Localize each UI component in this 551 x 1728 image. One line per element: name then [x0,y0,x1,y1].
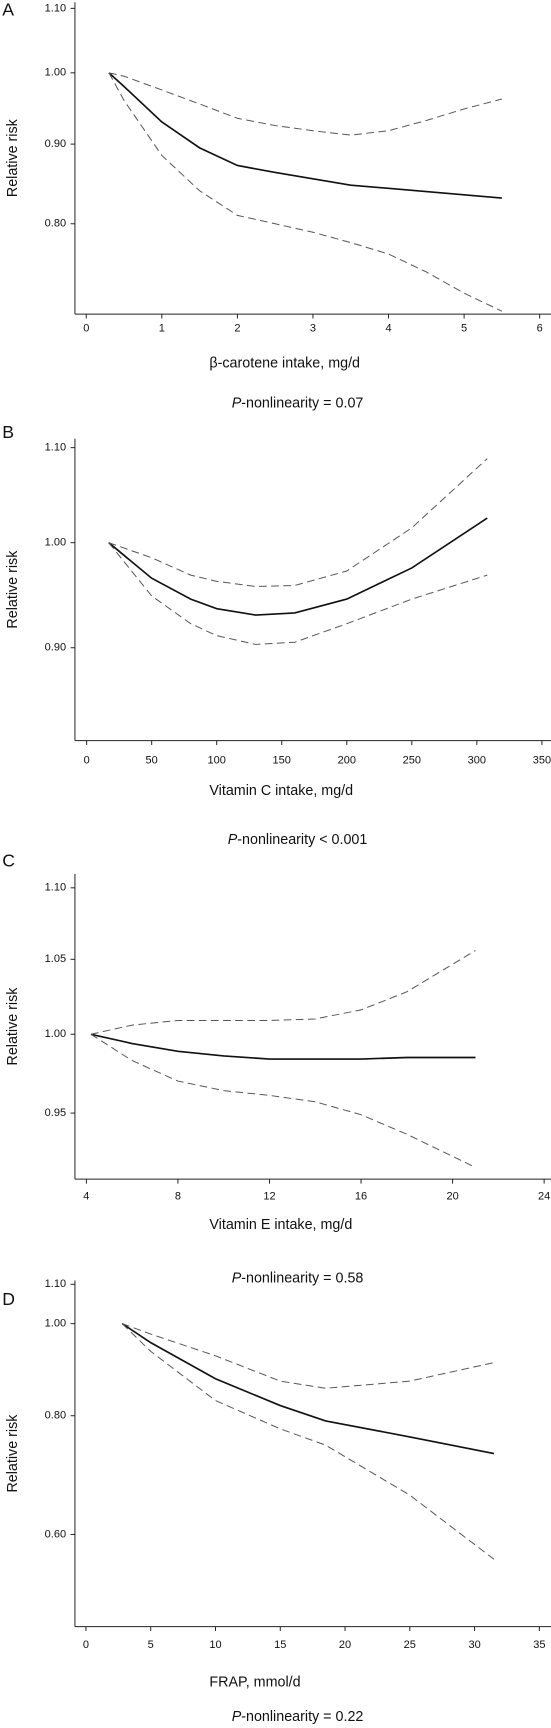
x-tick-label: 100 [208,754,226,766]
y-axis-label: Relative risk [5,550,21,629]
ci-line [108,72,503,136]
x-tick-label: 150 [273,754,291,766]
x-tick-label: 3 [310,322,316,334]
x-tick-label: 25 [404,1639,416,1651]
x-axis-label: Vitamin E intake, mg/d [209,1217,352,1233]
x-tick-label: 300 [468,754,486,766]
y-tick-label: 1.05 [45,953,66,965]
panel-label: A [2,0,14,20]
ci-line [121,1323,495,1560]
x-tick-label: 6 [537,322,543,334]
y-tick-label: 1.10 [45,882,66,894]
y-axis-label: Relative risk [5,1414,21,1493]
ci-line [90,950,476,1035]
x-tick-label: 250 [403,754,421,766]
y-tick-label: 0.80 [45,1410,66,1422]
x-tick-label: 20 [339,1639,351,1651]
x-tick-label: 16 [355,1191,367,1203]
ci-line [108,458,488,588]
x-tick-label: 2 [234,322,240,334]
x-tick-label: 4 [83,1191,89,1203]
note: P-nonlinearity = 0.22 [232,1709,364,1725]
ci-line [108,72,503,312]
note: P-nonlinearity = 0.58 [232,1270,364,1286]
y-tick-label: 1.00 [45,67,66,79]
panel-label: D [2,1289,15,1309]
x-tick-label: 8 [175,1191,181,1203]
note: P-nonlinearity = 0.07 [232,395,364,411]
x-tick-label: 0 [83,322,89,334]
note: P-nonlinearity < 0.001 [228,832,368,848]
x-tick-label: 30 [468,1639,480,1651]
y-tick-label: 0.95 [45,1107,66,1119]
y-axis-label: Relative risk [5,118,21,197]
ci-line [108,542,488,645]
x-tick-label: 5 [461,322,467,334]
x-tick-label: 15 [274,1639,286,1651]
y-tick-label: 0.80 [45,218,66,230]
x-tick-label: 20 [446,1191,458,1203]
x-tick-label: 10 [209,1639,221,1651]
x-tick-label: 200 [338,754,356,766]
ci-line [90,1033,476,1168]
y-tick-label: 1.00 [45,1028,66,1040]
x-axis-label: FRAP, mmol/d [209,1675,300,1691]
y-tick-label: 0.90 [45,138,66,150]
y-tick-label: 0.60 [45,1528,66,1540]
x-tick-label: 24 [538,1191,550,1203]
panel-label: B [2,422,14,442]
estimate-line [108,72,502,199]
x-tick-label: 50 [146,754,158,766]
y-axis-label: Relative risk [5,987,21,1066]
x-tick-label: 5 [148,1639,154,1651]
y-tick-label: 1.10 [45,2,66,14]
y-tick-label: 0.90 [45,642,66,654]
x-tick-label: 350 [533,754,551,766]
ci-line [122,1323,495,1389]
y-tick-label: 1.00 [45,1318,66,1330]
x-tick-label: 0 [84,754,90,766]
estimate-line [90,1033,476,1060]
x-axis-label: β-carotene intake, mg/d [209,355,360,371]
y-tick-label: 1.00 [45,537,66,549]
y-tick-label: 1.10 [45,1278,66,1290]
x-tick-label: 12 [263,1191,275,1203]
y-tick-label: 1.10 [45,442,66,454]
x-tick-label: 4 [385,322,391,334]
panel-label: C [2,850,15,870]
x-axis-label: Vitamin C intake, mg/d [209,783,353,799]
x-tick-label: 0 [83,1639,89,1651]
x-tick-label: 35 [533,1639,545,1651]
estimate-line [121,1322,495,1455]
estimate-line [108,517,488,616]
x-tick-label: 1 [159,322,165,334]
